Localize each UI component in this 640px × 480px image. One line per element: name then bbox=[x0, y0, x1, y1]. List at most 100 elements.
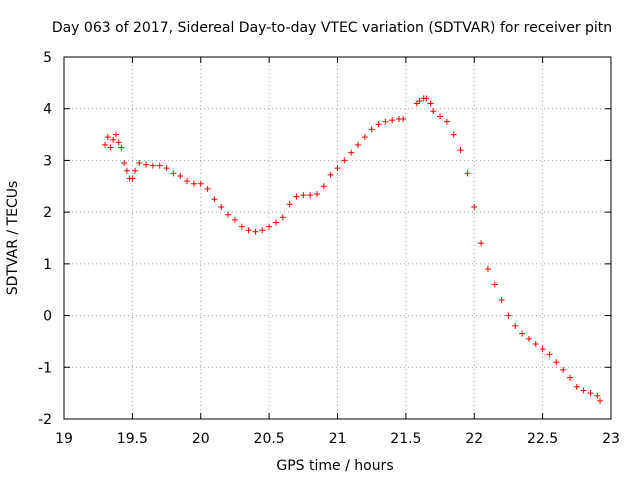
data-point bbox=[102, 141, 109, 148]
data-point bbox=[597, 397, 604, 404]
data-point bbox=[143, 161, 150, 168]
data-point bbox=[471, 203, 478, 210]
x-tick-label: 22.5 bbox=[527, 431, 558, 447]
data-point bbox=[190, 180, 197, 187]
data-point bbox=[512, 322, 519, 329]
data-point bbox=[553, 359, 560, 366]
data-point bbox=[286, 201, 293, 208]
data-point bbox=[484, 266, 491, 273]
data-point bbox=[184, 178, 191, 185]
y-tick-label: 5 bbox=[43, 50, 52, 66]
data-point bbox=[218, 203, 225, 210]
x-tick-label: 22 bbox=[465, 431, 483, 447]
data-point bbox=[382, 118, 389, 125]
data-point bbox=[355, 141, 362, 148]
data-point bbox=[307, 192, 314, 199]
data-point bbox=[123, 167, 130, 174]
data-point bbox=[118, 144, 125, 151]
data-point bbox=[566, 374, 573, 381]
data-point bbox=[110, 136, 117, 143]
data-point bbox=[293, 193, 300, 200]
data-point bbox=[423, 95, 430, 102]
data-point bbox=[416, 97, 423, 104]
x-tick-label: 23 bbox=[602, 431, 620, 447]
data-point bbox=[427, 100, 434, 107]
data-point bbox=[587, 390, 594, 397]
data-point bbox=[594, 392, 601, 399]
x-tick-label: 19 bbox=[55, 431, 73, 447]
data-point bbox=[413, 100, 420, 107]
data-point bbox=[580, 387, 587, 394]
data-point bbox=[259, 227, 266, 234]
data-point bbox=[478, 240, 485, 247]
data-point bbox=[163, 165, 170, 172]
y-axis-label: SDTVAR / TECUs bbox=[5, 181, 21, 296]
y-tick-label: 1 bbox=[43, 257, 52, 273]
data-point bbox=[266, 223, 273, 230]
data-point bbox=[136, 160, 143, 167]
data-point bbox=[112, 131, 119, 138]
data-point bbox=[457, 147, 464, 154]
data-point bbox=[107, 144, 114, 151]
data-point bbox=[400, 116, 407, 123]
data-point bbox=[450, 131, 457, 138]
y-tick-label: 0 bbox=[43, 309, 52, 325]
data-point bbox=[334, 165, 341, 172]
data-point bbox=[519, 330, 526, 337]
data-point bbox=[368, 126, 375, 133]
data-point bbox=[498, 297, 505, 304]
data-point bbox=[375, 121, 382, 128]
data-point bbox=[132, 167, 139, 174]
y-tick-label: 3 bbox=[43, 153, 52, 169]
data-point bbox=[104, 134, 111, 141]
data-point bbox=[573, 383, 580, 390]
y-tick-label: 2 bbox=[43, 205, 52, 221]
data-point bbox=[177, 172, 184, 179]
data-point bbox=[225, 211, 232, 218]
data-point bbox=[389, 117, 396, 124]
data-point bbox=[327, 171, 334, 178]
data-point bbox=[505, 312, 512, 319]
data-point bbox=[156, 162, 163, 169]
x-tick-label: 20 bbox=[192, 431, 210, 447]
x-tick-label: 19.5 bbox=[117, 431, 148, 447]
data-point bbox=[348, 149, 355, 156]
data-point bbox=[121, 160, 128, 167]
data-point bbox=[129, 175, 136, 182]
x-tick-label: 21 bbox=[329, 431, 347, 447]
x-axis-label: GPS time / hours bbox=[276, 458, 393, 474]
data-point bbox=[320, 183, 327, 190]
data-point bbox=[238, 223, 245, 230]
data-point bbox=[525, 335, 532, 342]
data-point bbox=[560, 366, 567, 373]
y-tick-label: -1 bbox=[38, 360, 52, 376]
data-point bbox=[272, 219, 279, 226]
data-point bbox=[464, 170, 471, 177]
data-point bbox=[532, 341, 539, 348]
data-point bbox=[252, 228, 259, 235]
data-point bbox=[115, 139, 122, 146]
y-tick-label: 4 bbox=[43, 102, 52, 118]
data-point bbox=[211, 196, 218, 203]
data-point bbox=[539, 346, 546, 353]
grid bbox=[64, 57, 611, 419]
chart-title: Day 063 of 2017, Sidereal Day-to-day VTE… bbox=[52, 20, 612, 36]
data-point bbox=[437, 113, 444, 120]
y-tick-label: -2 bbox=[38, 412, 52, 428]
data-point bbox=[443, 118, 450, 125]
data-point bbox=[149, 162, 156, 169]
x-tick-label: 21.5 bbox=[390, 431, 421, 447]
data-points bbox=[102, 95, 604, 404]
data-point bbox=[170, 170, 177, 177]
data-point bbox=[197, 180, 204, 187]
data-point bbox=[491, 281, 498, 288]
data-point bbox=[204, 185, 211, 192]
x-tick-label: 20.5 bbox=[254, 431, 285, 447]
data-point bbox=[341, 157, 348, 164]
data-point bbox=[313, 191, 320, 198]
data-point bbox=[546, 351, 553, 358]
data-point bbox=[361, 134, 368, 141]
data-point bbox=[245, 227, 252, 234]
